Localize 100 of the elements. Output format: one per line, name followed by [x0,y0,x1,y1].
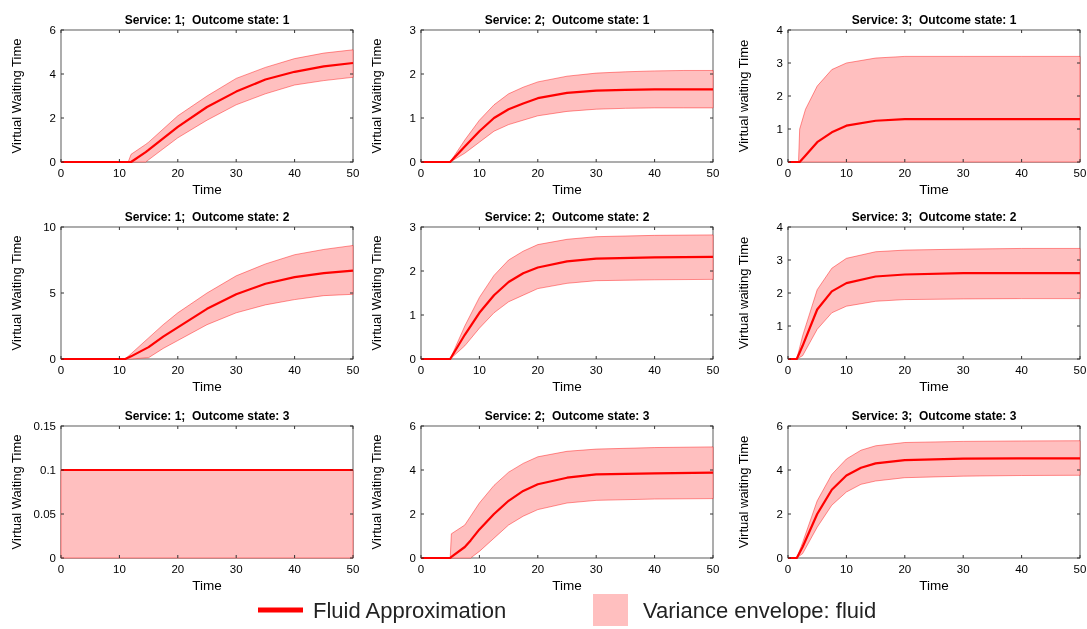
x-tick-label: 10 [473,563,486,575]
x-tick-label: 20 [531,364,545,376]
x-tick-label: 50 [1073,563,1087,575]
x-tick-label: 30 [956,167,970,179]
chart-title: Service: 2; Outcome state: 1 [484,13,650,27]
y-tick-label: 5 [49,287,56,300]
x-tick-label: 40 [648,563,661,575]
y-tick-label: 1 [409,112,416,125]
x-tick-label: 30 [956,563,970,575]
x-tick-label: 20 [898,167,912,179]
x-tick-label: 30 [229,364,243,376]
x-tick-label: 0 [57,167,65,179]
x-tick-label: 10 [113,167,126,179]
y-tick-label: 1 [776,123,783,136]
x-tick-label: 10 [113,563,126,575]
x-tick-label: 50 [346,563,360,575]
y-axis-title: Virtual Waiting Time [369,434,384,550]
x-axis-title: Time [192,379,222,394]
x-axis-title: Time [919,379,949,394]
y-tick-label: 0.05 [33,508,56,521]
x-tick-label: 0 [784,563,792,575]
y-tick-label: 2 [776,287,783,300]
legend-label: Fluid Approximation [313,597,507,623]
x-tick-label: 0 [784,364,792,376]
y-tick-label: 0.15 [33,420,56,433]
x-tick-label: 20 [898,364,912,376]
chart-title: Service: 1; Outcome state: 3 [124,409,290,423]
chart-title: Service: 2; Outcome state: 3 [484,409,650,423]
x-tick-label: 40 [1015,364,1028,376]
y-tick-label: 3 [776,254,783,267]
x-axis-title: Time [192,578,222,593]
chart-title: Service: 1; Outcome state: 2 [124,210,290,224]
x-tick-label: 50 [1073,364,1087,376]
y-tick-label: 4 [776,24,784,37]
y-axis-title: Virtual Waiting Time [9,38,24,154]
x-tick-label: 30 [229,167,243,179]
y-axis-title: Virtual Waiting Time [369,235,384,351]
x-tick-label: 40 [288,167,301,179]
y-tick-label: 3 [776,57,783,70]
x-tick-label: 40 [288,364,301,376]
y-tick-label: 1 [776,320,783,333]
x-axis-title: Time [552,182,582,197]
x-tick-label: 20 [171,167,185,179]
x-tick-label: 0 [57,364,65,376]
x-tick-label: 0 [417,167,425,179]
x-tick-label: 40 [1015,167,1028,179]
x-tick-label: 10 [840,364,853,376]
y-tick-label: 10 [43,221,56,234]
x-tick-label: 50 [346,364,360,376]
chart-title: Service: 2; Outcome state: 2 [484,210,650,224]
x-tick-label: 0 [784,167,792,179]
x-axis-title: Time [919,578,949,593]
y-tick-label: 0 [409,156,416,169]
y-tick-label: 6 [409,420,416,433]
text: Variance envelope: fluid [643,597,877,623]
y-tick-label: 0 [776,156,783,169]
y-tick-label: 2 [776,508,783,521]
y-tick-label: 2 [776,90,783,103]
y-tick-label: 3 [409,221,416,234]
chart-title: Service: 3; Outcome state: 2 [851,210,1017,224]
x-tick-label: 50 [706,563,720,575]
chart-title: Service: 3; Outcome state: 1 [851,13,1017,27]
x-tick-label: 0 [417,563,425,575]
x-tick-label: 50 [706,364,720,376]
y-axis-title: Virtual Waiting Time [369,38,384,154]
y-axis-title: Virtual waiting Time [736,435,751,549]
x-tick-label: 0 [417,364,425,376]
y-axis-title: Virtual waiting Time [736,39,751,153]
y-tick-label: 3 [409,24,416,37]
x-tick-label: 10 [473,364,486,376]
y-tick-label: 0 [776,552,783,565]
y-tick-label: 2 [409,265,416,278]
x-tick-label: 40 [648,364,661,376]
x-tick-label: 40 [1015,563,1028,575]
y-axis-title: Virtual Waiting Time [9,235,24,351]
y-tick-label: 0 [49,353,56,366]
x-tick-label: 50 [706,167,720,179]
y-tick-label: 0 [49,552,56,565]
x-tick-label: 40 [288,563,301,575]
x-tick-label: 50 [346,167,360,179]
y-tick-label: 0 [409,353,416,366]
x-tick-label: 30 [229,563,243,575]
x-tick-label: 10 [113,364,126,376]
y-tick-label: 4 [49,68,57,81]
chart-title: Service: 1; Outcome state: 1 [124,13,290,27]
y-axis-title: Virtual Waiting Time [9,434,24,550]
x-tick-label: 10 [473,167,486,179]
y-tick-label: 2 [409,508,416,521]
y-tick-label: 4 [776,221,784,234]
x-tick-label: 30 [589,364,603,376]
x-tick-label: 50 [1073,167,1087,179]
x-axis-title: Time [919,182,949,197]
y-tick-label: 0 [776,353,783,366]
y-tick-label: 6 [776,420,783,433]
x-tick-label: 20 [531,563,545,575]
y-tick-label: 4 [776,464,784,477]
x-axis-title: Time [192,182,222,197]
x-tick-label: 0 [57,563,65,575]
chart-title: Service: 3; Outcome state: 3 [851,409,1017,423]
x-tick-label: 20 [171,364,185,376]
